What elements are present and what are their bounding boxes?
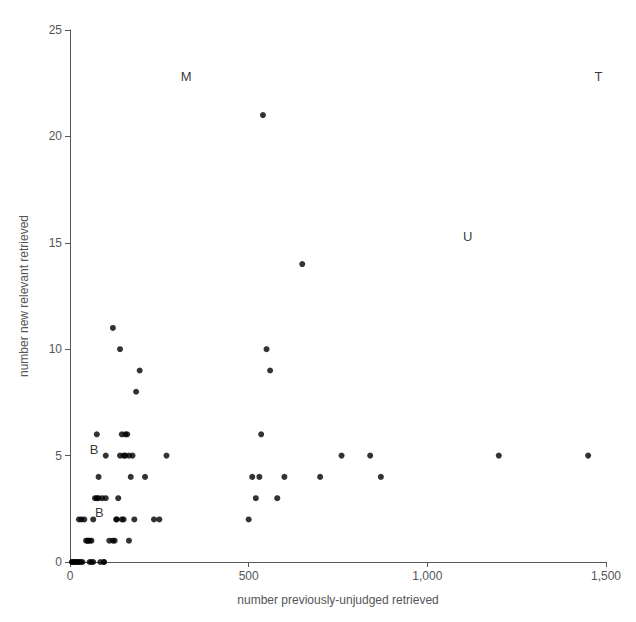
svg-text:25: 25 (49, 23, 63, 37)
svg-text:1,000: 1,000 (412, 569, 442, 583)
svg-text:1,500: 1,500 (591, 569, 621, 583)
svg-text:15: 15 (49, 236, 63, 250)
svg-text:B: B (95, 505, 104, 520)
svg-text:500: 500 (239, 569, 259, 583)
svg-text:0: 0 (67, 569, 74, 583)
svg-text:10: 10 (49, 342, 63, 356)
svg-text:U: U (463, 229, 472, 244)
svg-text:20: 20 (49, 129, 63, 143)
svg-text:0: 0 (55, 555, 62, 569)
svg-text:number previously-unjudged ret: number previously-unjudged retrieved (237, 593, 438, 607)
svg-text:B: B (90, 442, 99, 457)
svg-text:M: M (181, 69, 192, 84)
svg-text:5: 5 (55, 449, 62, 463)
svg-text:T: T (594, 69, 602, 84)
svg-text:number new relevant retrieved: number new relevant retrieved (17, 215, 31, 377)
